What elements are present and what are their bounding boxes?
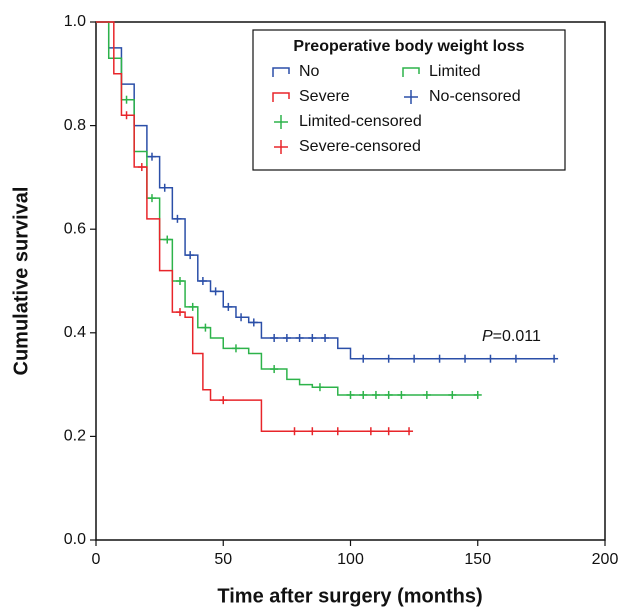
censor-mark: [122, 111, 131, 120]
censor-mark: [371, 390, 380, 399]
censor-mark: [122, 95, 131, 104]
censor-mark: [173, 214, 182, 223]
censor-mark: [308, 333, 317, 342]
legend-icon: [274, 115, 288, 129]
censor-mark: [147, 152, 156, 161]
survival-curve: [96, 21, 410, 432]
y-axis-title: Cumulative survival: [10, 187, 32, 376]
censor-mark: [211, 287, 220, 296]
x-tick-label: 100: [337, 551, 364, 568]
censor-mark: [198, 277, 207, 285]
censor-mark: [175, 308, 184, 317]
censor-mark: [160, 183, 169, 192]
x-tick-label: 150: [464, 551, 491, 568]
censor-mark: [384, 427, 393, 436]
y-tick-label: 0.6: [64, 220, 86, 237]
annotation: P=0.011: [482, 328, 541, 345]
censor-mark: [186, 251, 195, 260]
legend-label: Limited-censored: [299, 113, 422, 130]
y-tick-label: 0.4: [64, 324, 86, 341]
censor-mark: [270, 365, 279, 374]
x-axis-title: Time after surgery (months): [217, 585, 482, 607]
censor-mark: [422, 390, 431, 399]
y-tick-label: 0.0: [64, 531, 86, 548]
censor-mark: [188, 302, 197, 311]
annotation-p: P: [482, 328, 493, 345]
censor-mark: [410, 354, 419, 363]
censor-mark: [290, 427, 299, 436]
censor-mark: [270, 333, 279, 342]
censor-mark: [384, 390, 393, 399]
censor-mark: [163, 235, 172, 244]
x-tick-label: 0: [92, 551, 101, 568]
x-tick-label: 50: [214, 551, 232, 568]
legend-icon: [404, 90, 418, 104]
legend-icon: [274, 140, 288, 154]
censor-mark: [282, 333, 291, 342]
censor-mark: [308, 427, 317, 436]
y-tick-label: 0.2: [64, 428, 86, 445]
censor-mark: [384, 354, 393, 363]
censor-mark: [359, 354, 368, 363]
censor-mark: [321, 333, 330, 342]
legend-box: [252, 29, 566, 171]
censor-mark: [175, 277, 184, 285]
legend-label: Severe: [299, 88, 350, 105]
legend-icon: [272, 67, 290, 77]
legend-label: No-censored: [429, 88, 521, 105]
censor-mark: [550, 354, 559, 363]
censor-mark: [295, 333, 304, 342]
survival-curve: [96, 21, 555, 360]
legend-label: Limited: [429, 63, 481, 80]
censor-mark: [201, 323, 210, 332]
x-tick-label: 200: [592, 551, 619, 568]
censor-mark: [461, 354, 470, 363]
y-tick-label: 1.0: [64, 13, 86, 30]
censor-mark: [219, 396, 228, 405]
legend-label: No: [299, 63, 320, 80]
censor-mark: [397, 390, 406, 399]
censor-mark: [224, 302, 233, 311]
censor-mark: [435, 354, 444, 363]
censor-mark: [473, 390, 482, 399]
censor-mark: [511, 354, 520, 363]
censor-mark: [147, 194, 156, 203]
censor-mark: [315, 383, 324, 392]
annotation-value: =0.011: [493, 328, 541, 345]
censor-mark: [249, 318, 258, 327]
legend-icon: [402, 67, 420, 77]
censor-mark: [346, 390, 355, 399]
legend-icon: [272, 92, 290, 102]
censor-mark: [137, 163, 146, 172]
censor-mark: [237, 313, 246, 322]
y-tick-label: 0.8: [64, 117, 86, 134]
censor-mark: [333, 427, 342, 436]
censor-mark: [359, 390, 368, 399]
legend-title: Preoperative body weight loss: [293, 38, 524, 55]
censor-mark: [231, 344, 240, 353]
censor-mark: [405, 427, 414, 436]
censor-mark: [448, 390, 457, 399]
legend-label: Severe-censored: [299, 138, 421, 155]
censor-mark: [366, 427, 375, 436]
censor-mark: [486, 354, 495, 363]
